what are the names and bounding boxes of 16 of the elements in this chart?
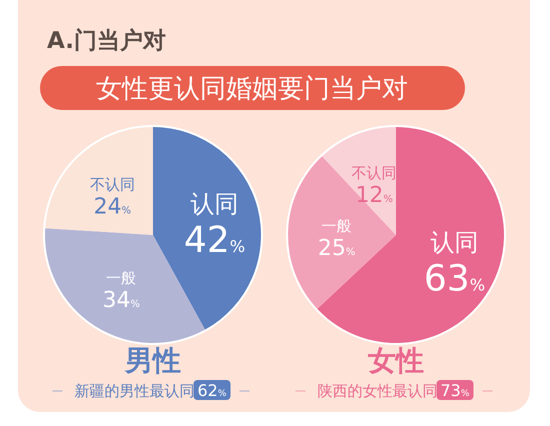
data-label: 63% — [424, 258, 486, 300]
slice-label: 认同 — [430, 228, 479, 257]
text: 女性 — [367, 344, 424, 377]
slice-label: 不认同 — [90, 176, 135, 194]
text: 男性 — [124, 344, 181, 377]
slice-label: 一般 — [106, 269, 136, 288]
slice-label: 认同 — [190, 190, 239, 218]
data-label: 24% — [94, 194, 132, 220]
slice-label: 不认同 — [352, 164, 397, 182]
chart-subtitle: 女性更认同婚姻要门当户对 — [96, 74, 408, 104]
data-label: 42% — [184, 220, 246, 262]
slice-label: 一般 — [322, 217, 352, 236]
data-label: 25% — [318, 236, 356, 262]
chart-title: A.门当户对 — [47, 27, 166, 54]
data-label: 34% — [102, 288, 140, 314]
data-label: 12% — [355, 182, 393, 208]
